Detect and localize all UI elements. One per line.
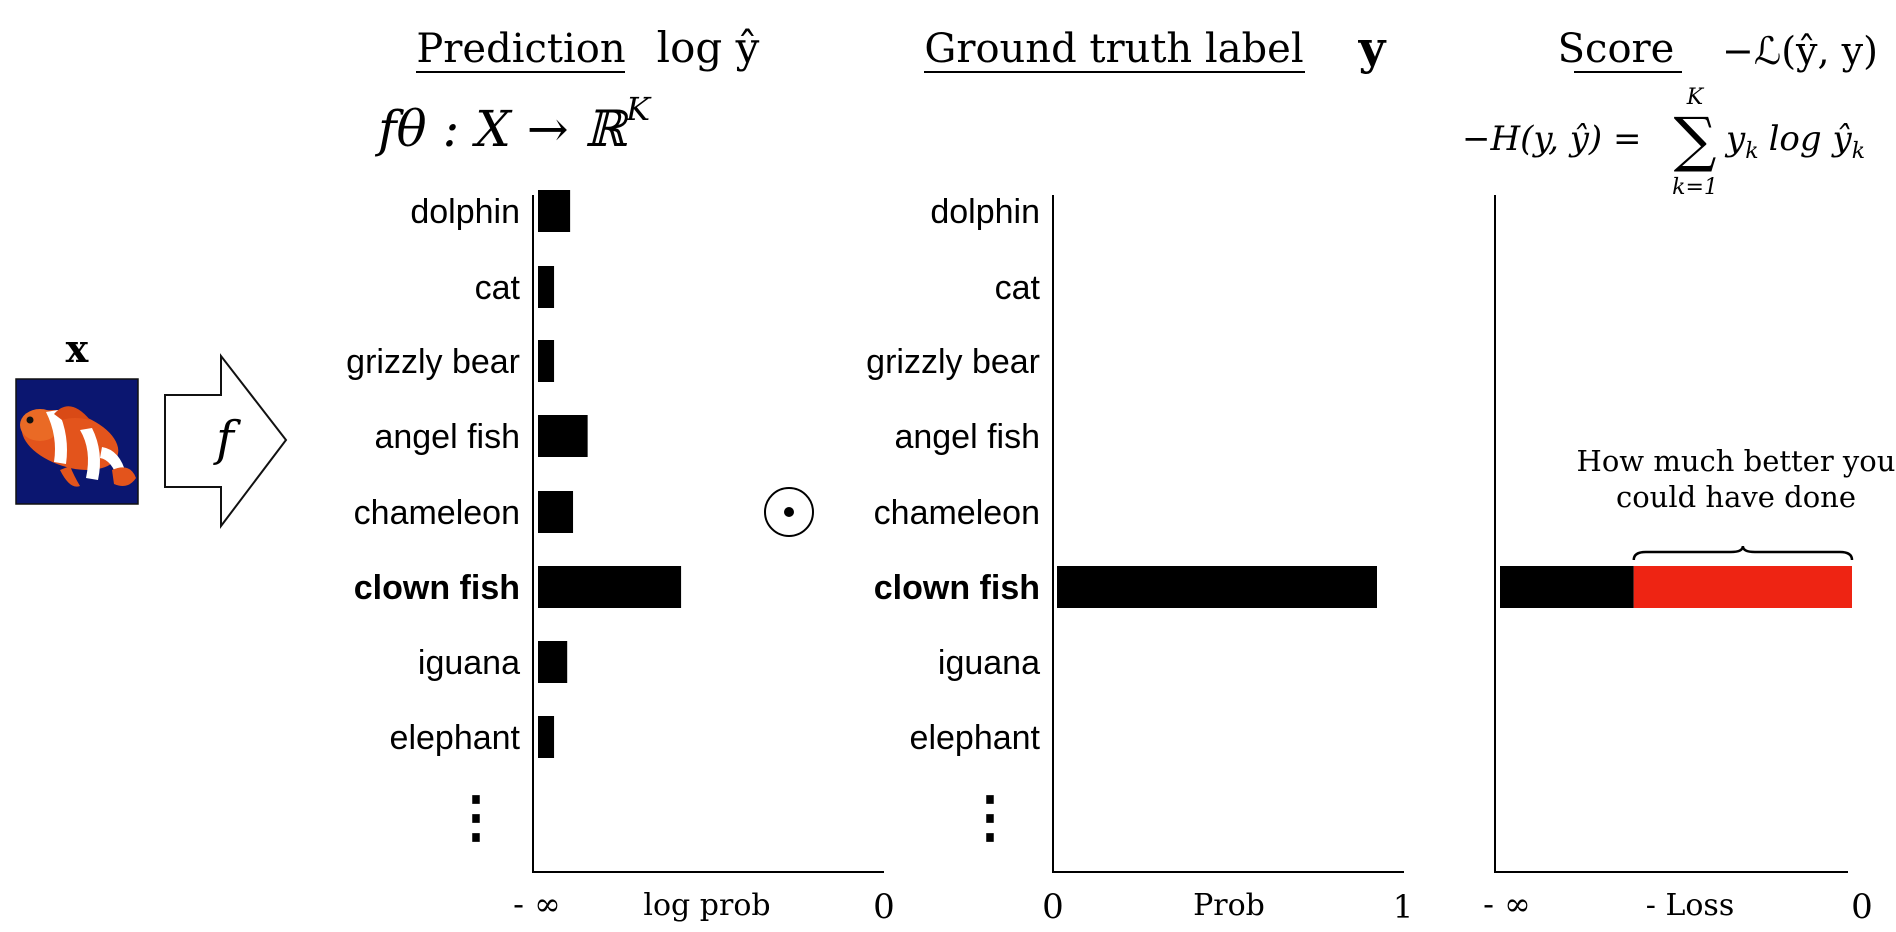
ground-truth-title: Ground truth label	[924, 26, 1303, 72]
prediction-axis-label: log prob	[643, 888, 770, 923]
prediction-bar-dolphin	[538, 190, 571, 232]
prediction-label-cat: cat	[475, 269, 521, 307]
score-bar-gap	[1633, 566, 1852, 608]
ground-truth-axis-right: 1	[1393, 888, 1413, 926]
ground-truth-axis-left: 0	[1042, 887, 1064, 927]
formula-lhs: −H(y, ŷ) =	[1462, 119, 1641, 159]
ground-truth-notation: y	[1358, 21, 1387, 75]
ground-truth-label-cat: cat	[995, 269, 1041, 307]
score-notation: −ℒ(ŷ, y)	[1722, 29, 1878, 73]
function-arrow	[164, 353, 288, 529]
formula-lower: k=1	[1672, 175, 1718, 200]
score-annotation-line1: How much better you	[1577, 444, 1896, 478]
prediction-bar-elephant	[538, 716, 555, 758]
ground-truth-label-iguana: iguana	[938, 644, 1040, 682]
prediction-ellipsis: ⋮	[448, 784, 504, 850]
prediction-label-angel-fish: angel fish	[374, 418, 520, 456]
ground-truth-axis-label: Prob	[1193, 888, 1265, 923]
prediction-label-iguana: iguana	[418, 644, 520, 682]
score-axis-right: 0	[1851, 887, 1873, 927]
ground-truth-label-elephant: elephant	[910, 719, 1041, 757]
ground-truth-label-grizzly-bear: grizzly bear	[866, 343, 1040, 381]
prediction-label-chameleon: chameleon	[354, 494, 520, 532]
formula-term: yk log ŷk	[1724, 119, 1865, 164]
score-annotation-line2: could have done	[1616, 480, 1856, 514]
score-bar-achieved	[1500, 566, 1634, 608]
ground-truth-bars	[1057, 566, 1377, 608]
prediction-mapping: fθ : X → ℝK	[374, 90, 652, 158]
ground-truth-label-dolphin: dolphin	[930, 193, 1040, 231]
score-bars	[1500, 566, 1852, 608]
prediction-class-labels: dolphin cat grizzly bear angel fish chameleo…	[346, 193, 520, 757]
score-brace	[1632, 545, 1854, 561]
prediction-label-grizzly-bear: grizzly bear	[346, 343, 520, 381]
formula-sum: ∑	[1674, 105, 1717, 175]
ground-truth-ellipsis: ⋮	[962, 784, 1018, 850]
prediction-axis-right: 0	[873, 887, 895, 927]
input-symbol: x	[66, 326, 89, 371]
score-title: Score	[1558, 26, 1675, 72]
prediction-bar-angel-fish	[538, 415, 588, 457]
prediction-bar-chameleon	[538, 491, 574, 533]
score-axis-left: - ∞	[1483, 885, 1531, 923]
prediction-bars	[538, 190, 682, 758]
elementwise-product-icon	[764, 487, 814, 537]
prediction-label-clown-fish: clown fish	[354, 569, 520, 607]
score-axis-label: - Loss	[1646, 888, 1734, 923]
score-formula: −H(y, ŷ) = K ∑ k=1 yk log ŷk	[1462, 85, 1865, 200]
prediction-axis-left: - ∞	[513, 885, 561, 923]
prediction-title: Prediction	[416, 26, 625, 72]
prediction-label-elephant: elephant	[390, 719, 521, 757]
ground-truth-label-chameleon: chameleon	[874, 494, 1040, 532]
ground-truth-label-clown-fish: clown fish	[874, 569, 1040, 607]
formula-upper: K	[1686, 85, 1705, 110]
prediction-bar-clown-fish	[538, 566, 682, 608]
ground-truth-bar-clown-fish	[1057, 566, 1377, 608]
prediction-label-dolphin: dolphin	[410, 193, 520, 231]
prediction-notation: log ŷ	[657, 23, 760, 72]
clownfish-image	[15, 378, 139, 505]
prediction-bar-grizzly-bear	[538, 340, 555, 382]
prediction-bar-iguana	[538, 641, 568, 683]
ground-truth-label-angel-fish: angel fish	[894, 418, 1040, 456]
prediction-bar-cat	[538, 266, 555, 308]
ground-truth-class-labels: dolphin cat grizzly bear angel fish chameleo…	[866, 193, 1040, 757]
